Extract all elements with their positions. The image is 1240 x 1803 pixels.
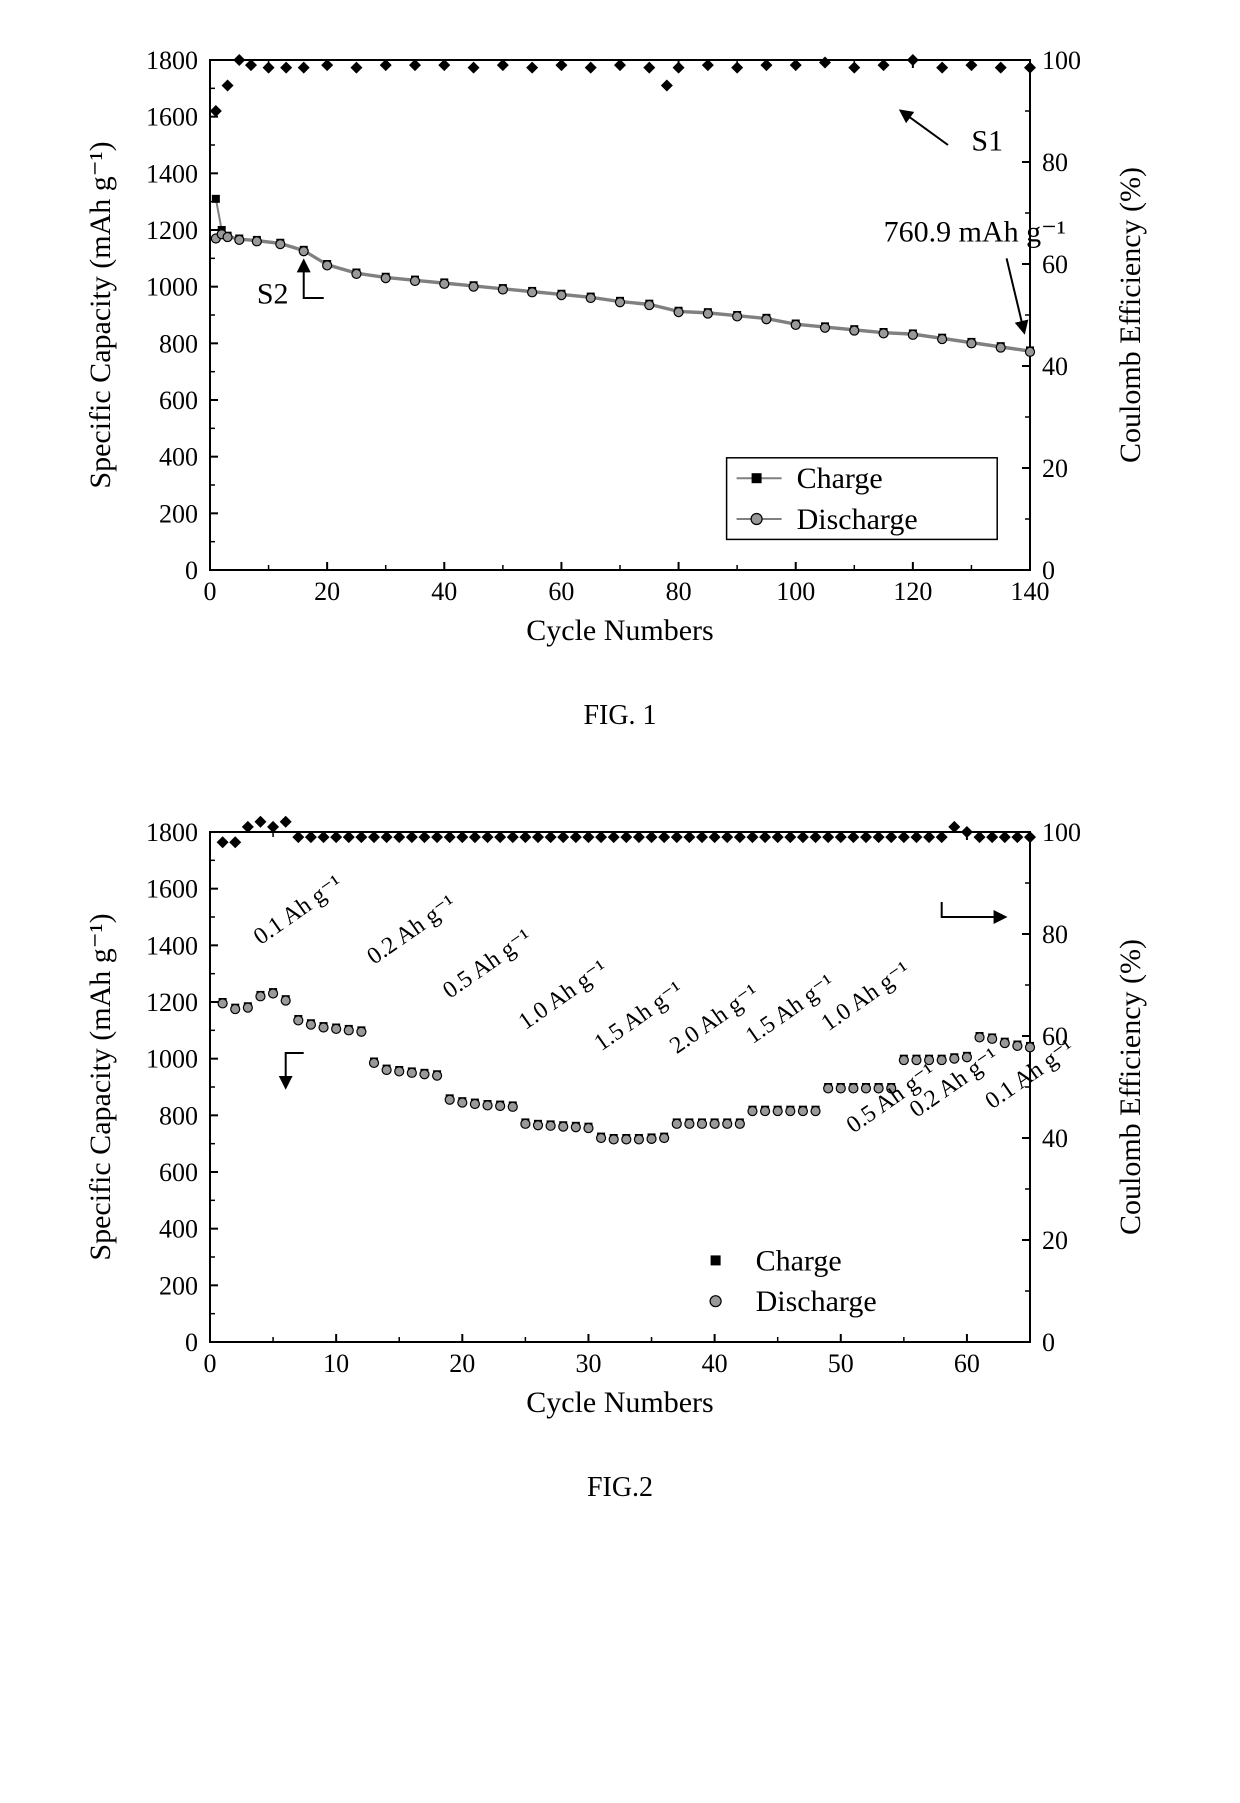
svg-text:1200: 1200 <box>146 216 198 245</box>
svg-text:1.0 Ah g⁻¹: 1.0 Ah g⁻¹ <box>817 957 915 1037</box>
svg-text:1800: 1800 <box>146 818 198 847</box>
svg-text:1200: 1200 <box>146 988 198 1017</box>
svg-text:200: 200 <box>159 499 198 528</box>
svg-text:0: 0 <box>1042 1328 1055 1357</box>
svg-text:Charge: Charge <box>756 1244 842 1277</box>
svg-text:80: 80 <box>1042 920 1068 949</box>
svg-text:Discharge: Discharge <box>797 503 918 536</box>
svg-text:0.5 Ah g⁻¹: 0.5 Ah g⁻¹ <box>438 924 536 1004</box>
svg-text:Specific Capacity (mAh g⁻¹): Specific Capacity (mAh g⁻¹) <box>84 141 117 488</box>
svg-text:600: 600 <box>159 1158 198 1187</box>
svg-text:80: 80 <box>1042 148 1068 177</box>
svg-text:Discharge: Discharge <box>756 1285 877 1318</box>
svg-text:40: 40 <box>1042 1124 1068 1153</box>
svg-text:1800: 1800 <box>146 46 198 75</box>
svg-text:40: 40 <box>431 577 457 606</box>
svg-text:0.2 Ah g⁻¹: 0.2 Ah g⁻¹ <box>363 890 461 970</box>
svg-text:20: 20 <box>1042 1226 1068 1255</box>
svg-text:1000: 1000 <box>146 1045 198 1074</box>
svg-text:760.9 mAh g⁻¹: 760.9 mAh g⁻¹ <box>884 215 1066 248</box>
svg-text:60: 60 <box>1042 250 1068 279</box>
svg-text:80: 80 <box>666 577 692 606</box>
svg-text:0: 0 <box>1042 556 1055 585</box>
svg-text:100: 100 <box>1042 818 1081 847</box>
svg-text:Specific Capacity (mAh g⁻¹): Specific Capacity (mAh g⁻¹) <box>84 913 117 1260</box>
svg-text:Cycle Numbers: Cycle Numbers <box>526 1386 713 1419</box>
svg-text:1000: 1000 <box>146 273 198 302</box>
figure-1-chart: 0204060801001201400200400600800100012001… <box>60 40 1180 660</box>
figure-2-chart: 0102030405060020040060080010001200140016… <box>60 812 1180 1432</box>
svg-text:100: 100 <box>776 577 815 606</box>
svg-text:60: 60 <box>954 1349 980 1378</box>
svg-text:0: 0 <box>204 577 217 606</box>
svg-text:1400: 1400 <box>146 931 198 960</box>
svg-text:1400: 1400 <box>146 159 198 188</box>
svg-text:400: 400 <box>159 1215 198 1244</box>
svg-text:Cycle Numbers: Cycle Numbers <box>526 614 713 647</box>
svg-text:50: 50 <box>828 1349 854 1378</box>
svg-text:Charge: Charge <box>797 462 883 495</box>
svg-text:0: 0 <box>204 1349 217 1378</box>
svg-text:30: 30 <box>575 1349 601 1378</box>
svg-text:60: 60 <box>548 577 574 606</box>
svg-text:1600: 1600 <box>146 103 198 132</box>
figure-1-caption: FIG. 1 <box>60 700 1180 732</box>
svg-text:1600: 1600 <box>146 875 198 904</box>
svg-text:0: 0 <box>185 1328 198 1357</box>
svg-text:40: 40 <box>702 1349 728 1378</box>
svg-text:100: 100 <box>1042 46 1081 75</box>
svg-text:0: 0 <box>185 556 198 585</box>
svg-text:20: 20 <box>1042 454 1068 483</box>
svg-text:400: 400 <box>159 443 198 472</box>
figure-2-caption: FIG.2 <box>60 1472 1180 1504</box>
svg-text:20: 20 <box>314 577 340 606</box>
svg-text:120: 120 <box>893 577 932 606</box>
svg-text:40: 40 <box>1042 352 1068 381</box>
figure-2-container: 0102030405060020040060080010001200140016… <box>60 812 1180 1504</box>
svg-text:20: 20 <box>449 1349 475 1378</box>
svg-text:800: 800 <box>159 1101 198 1130</box>
svg-text:200: 200 <box>159 1271 198 1300</box>
svg-text:Coulomb Efficiency (%): Coulomb Efficiency (%) <box>1114 167 1147 463</box>
svg-text:Coulomb Efficiency (%): Coulomb Efficiency (%) <box>1114 939 1147 1235</box>
figure-1-container: 0204060801001201400200400600800100012001… <box>60 40 1180 732</box>
svg-text:S2: S2 <box>257 278 289 311</box>
svg-text:0.1 Ah g⁻¹: 0.1 Ah g⁻¹ <box>249 871 347 951</box>
svg-text:800: 800 <box>159 329 198 358</box>
svg-text:1.0 Ah g⁻¹: 1.0 Ah g⁻¹ <box>514 956 612 1036</box>
svg-text:600: 600 <box>159 386 198 415</box>
svg-text:S1: S1 <box>971 125 1003 158</box>
svg-text:10: 10 <box>323 1349 349 1378</box>
